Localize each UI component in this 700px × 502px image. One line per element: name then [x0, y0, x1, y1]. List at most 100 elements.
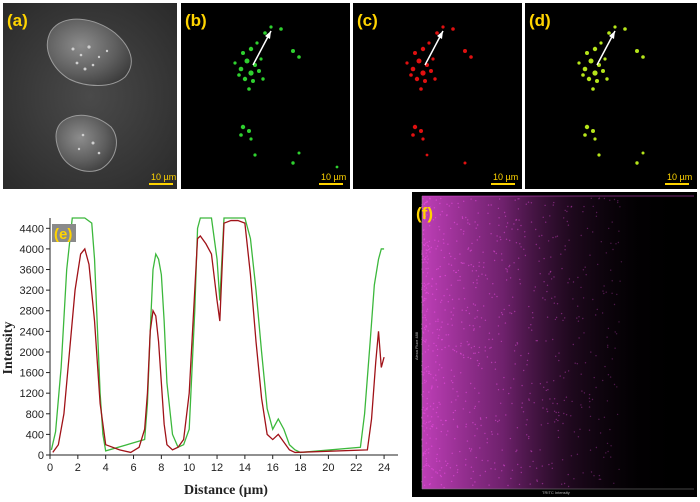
scatter-point	[429, 420, 431, 422]
scatter-point	[505, 414, 507, 416]
scatter-point	[438, 329, 441, 331]
scatter-point	[563, 412, 565, 415]
scatter-point	[546, 284, 549, 286]
scatter-point	[590, 351, 592, 353]
scatter-point	[471, 242, 473, 245]
scatter-point	[483, 305, 485, 307]
scatter-point	[474, 317, 476, 319]
scatter-point	[426, 201, 428, 204]
scatter-point	[453, 475, 455, 477]
scatter-point	[433, 207, 436, 209]
scatter-point	[497, 325, 500, 327]
scatter-point	[423, 372, 425, 374]
scatter-point	[535, 340, 537, 342]
scatter-point	[474, 405, 476, 408]
scatter-point	[425, 256, 427, 259]
y-tick-label: 4400	[20, 223, 44, 235]
scatter-point	[450, 380, 453, 382]
scatter-point	[426, 310, 428, 312]
scatter-point	[469, 250, 471, 252]
scatter-point	[567, 473, 569, 476]
scatter-point	[607, 344, 609, 346]
scatter-point	[452, 348, 454, 351]
green-fluorescence-image	[233, 25, 339, 169]
scatter-point	[584, 362, 587, 364]
scatter-point	[516, 427, 519, 429]
scatter-point	[581, 406, 583, 408]
scatter-point	[490, 431, 493, 433]
scatter-point	[431, 386, 433, 389]
scatter-point	[582, 297, 585, 299]
panel-a-scale-bar	[149, 183, 173, 185]
scatter-point	[570, 206, 572, 208]
scatter-point	[457, 395, 459, 397]
x-tick-label: 8	[158, 462, 164, 474]
scatter-point	[519, 243, 521, 245]
scatter-point	[426, 370, 428, 372]
scatter-point	[567, 282, 569, 284]
scatter-point	[528, 327, 530, 329]
scatter-point	[423, 379, 426, 381]
scatter-point	[527, 201, 530, 203]
scatter-point	[427, 249, 430, 251]
scatter-point	[446, 288, 448, 290]
panel-f-label: (f)	[416, 204, 433, 223]
scatter-point	[443, 486, 445, 489]
scatter-point	[431, 277, 433, 280]
scatter-point	[583, 205, 585, 208]
scatter-point	[531, 382, 533, 385]
scatter-point	[442, 376, 445, 379]
scatter-point	[422, 304, 424, 306]
scatter-point	[467, 219, 469, 221]
scatter-point	[424, 258, 426, 261]
scatter-point	[450, 284, 452, 286]
scatter-point	[503, 376, 505, 379]
scatter-point	[616, 386, 618, 388]
scatter-point	[470, 477, 472, 480]
scatter-point	[484, 346, 486, 348]
scatter-point	[448, 252, 451, 255]
scatter-point	[519, 278, 521, 281]
scatter-point	[467, 356, 469, 359]
scatter-point	[422, 216, 424, 218]
scatter-point	[424, 314, 426, 316]
scatter-point	[436, 406, 438, 409]
scatter-point	[516, 449, 518, 451]
panel-e-label-box	[52, 224, 76, 242]
scatter-point	[437, 268, 439, 270]
scatter-point	[526, 364, 528, 366]
scatter-point	[595, 314, 597, 316]
scatter-point	[450, 369, 453, 371]
scatter-point	[497, 420, 499, 423]
scatter-point	[516, 343, 519, 345]
scatter-point	[589, 415, 592, 418]
scatter-point	[535, 228, 537, 231]
scatter-point	[620, 261, 623, 263]
scatter-point	[468, 343, 470, 345]
scatter-point	[514, 199, 516, 201]
scatter-point	[564, 317, 566, 319]
scatter-point	[431, 385, 433, 387]
scatter-point	[456, 471, 459, 473]
scatter-point	[518, 219, 520, 221]
scatter-point	[509, 437, 512, 440]
scatter-point	[435, 379, 437, 381]
scatter-point	[592, 205, 594, 208]
scatter-point	[530, 324, 532, 326]
scatter-point	[532, 317, 534, 319]
scatter-point	[474, 435, 476, 437]
scatter-point	[582, 269, 585, 271]
scatter-point	[567, 485, 570, 488]
scatter-point	[427, 330, 429, 332]
scatter-point	[425, 408, 428, 410]
scatter-point	[522, 411, 525, 413]
scatter-point	[572, 343, 574, 346]
scatter-point	[574, 362, 576, 364]
scatter-point	[526, 359, 529, 362]
scatter-point	[503, 231, 506, 234]
scatter-point	[428, 465, 431, 468]
scatter-point	[618, 321, 620, 323]
scatter-point	[472, 303, 475, 305]
scatter-point	[422, 452, 424, 454]
scatter-point	[424, 328, 427, 331]
